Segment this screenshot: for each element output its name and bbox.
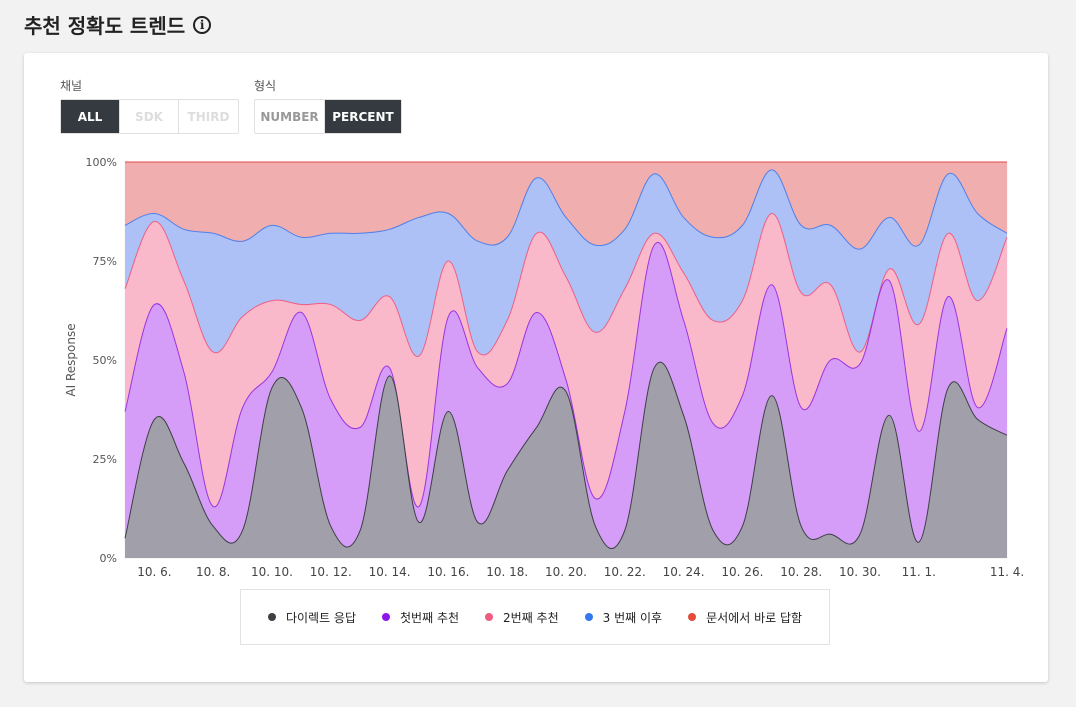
- page-title: 추천 정확도 트렌드 i: [24, 10, 212, 39]
- y-tick-label: 50%: [93, 354, 117, 367]
- legend-dot: [267, 613, 276, 621]
- y-tick-label: 25%: [93, 453, 117, 466]
- x-tick-label: 10. 22.: [604, 565, 646, 579]
- legend-label: 문서에서 바로 답함: [706, 610, 803, 625]
- x-tick-label: 10. 14.: [369, 565, 411, 579]
- x-tick-label: 10. 16.: [427, 565, 469, 579]
- x-tick-label: 10. 12.: [310, 565, 352, 579]
- legend-item-1[interactable]: 다이렉트 응답: [267, 609, 357, 626]
- legend-item-2[interactable]: 첫번째 추천: [382, 609, 459, 626]
- channel-filter: 채널 ALL SDK THIRD: [60, 77, 239, 134]
- format-number-button[interactable]: NUMBER: [255, 100, 325, 133]
- format-percent-button[interactable]: PERCENT: [325, 100, 401, 133]
- legend-item-5[interactable]: 문서에서 바로 답함: [688, 609, 802, 626]
- legend-dot: [485, 613, 494, 621]
- legend-label: 다이렉트 응답: [285, 610, 357, 625]
- x-tick-label: 10. 30.: [839, 565, 881, 579]
- legend-label: 3 번째 이후: [602, 610, 663, 625]
- channel-button-group: ALL SDK THIRD: [60, 99, 239, 134]
- channel-third-button[interactable]: THIRD: [187, 109, 230, 124]
- stacked-area-chart: 0% 25% 50% 75% 100% AI Response 10. 6. 10. 8. 10…: [64, 156, 1024, 579]
- legend-item-4[interactable]: 3 번째 이후: [584, 609, 663, 626]
- x-tick-label: 10. 26.: [721, 565, 763, 579]
- format-filter: 형식 NUMBER PERCENT: [254, 77, 402, 134]
- channel-filter-label: 채널: [60, 79, 83, 93]
- format-button-group: NUMBER PERCENT: [254, 99, 402, 134]
- legend-label: 첫번째 추천: [400, 610, 460, 625]
- series-1-line: [124, 361, 1008, 550]
- legend-label: 2번째 추천: [503, 610, 559, 625]
- channel-all-button[interactable]: ALL: [61, 100, 120, 133]
- series-3-line: [124, 212, 1008, 357]
- series-1-area[interactable]: [125, 362, 1007, 558]
- series-2-line: [124, 241, 1008, 508]
- series-4-line: [124, 169, 1008, 250]
- format-filter-label: 형식: [254, 79, 277, 93]
- channel-sdk-button[interactable]: SDK: [120, 100, 179, 133]
- x-tick-label: 10. 10.: [251, 565, 293, 579]
- x-tick-label: 11. 4.: [990, 565, 1024, 579]
- legend-dot: [688, 613, 697, 621]
- x-tick-label: 10. 28.: [780, 565, 822, 579]
- y-tick-label: 100%: [86, 156, 117, 169]
- y-tick-label: 0%: [100, 552, 117, 565]
- x-tick-label: 11. 1.: [902, 565, 936, 579]
- x-tick-label: 10. 18.: [486, 565, 528, 579]
- legend-item-3[interactable]: 2번째 추천: [485, 609, 559, 626]
- y-tick-label: 75%: [93, 255, 117, 268]
- x-tick-label: 10. 24.: [663, 565, 705, 579]
- legend-dot: [584, 613, 593, 621]
- x-tick-label: 10. 8.: [196, 565, 230, 579]
- chart-legend: 다이렉트 응답 첫번째 추천 2번째 추천 3 번째 이후 문서에서 바로 답함: [240, 589, 830, 645]
- y-axis-title: AI Response: [64, 323, 78, 396]
- legend-dot: [382, 613, 391, 621]
- page-title-text: 추천 정확도 트렌드: [24, 14, 186, 38]
- info-icon[interactable]: i: [193, 15, 212, 34]
- x-tick-label: 10. 20.: [545, 565, 587, 579]
- x-tick-label: 10. 6.: [137, 565, 171, 579]
- trend-card: 채널 ALL SDK THIRD 형식 NUMBER PERCENT 0% 25%…: [24, 53, 1048, 682]
